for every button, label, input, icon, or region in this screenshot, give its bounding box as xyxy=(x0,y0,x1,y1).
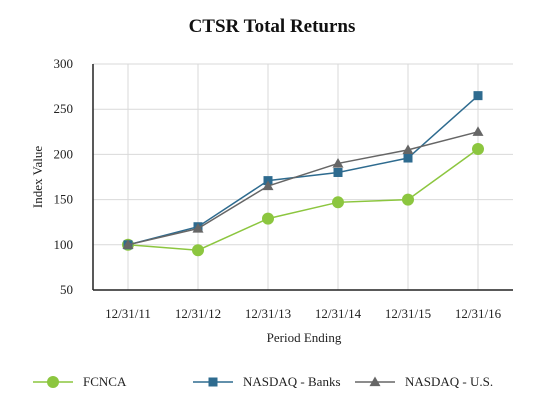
y-tick-label: 250 xyxy=(54,101,74,116)
legend-label: NASDAQ - Banks xyxy=(243,374,341,389)
series-line xyxy=(127,148,479,251)
y-tick-label: 150 xyxy=(54,192,74,207)
legend-marker xyxy=(369,376,381,387)
data-point xyxy=(333,167,343,177)
legend: FCNCA NASDAQ - Banks NASDAQ - U.S. xyxy=(33,374,493,389)
legend-item: FCNCA xyxy=(33,374,127,389)
series-line xyxy=(127,131,479,246)
x-tick-label: 12/31/16 xyxy=(455,306,502,321)
x-tick-label: 12/31/13 xyxy=(245,306,291,321)
data-point xyxy=(403,153,413,163)
series-line xyxy=(127,95,479,246)
legend-marker xyxy=(208,377,218,387)
series xyxy=(122,91,484,257)
data-point xyxy=(192,244,204,257)
data-point xyxy=(472,142,484,155)
x-tick-label: 12/31/12 xyxy=(175,306,221,321)
x-axis-label: Period Ending xyxy=(267,330,342,345)
x-tick-label: 12/31/15 xyxy=(385,306,431,321)
y-tick-label: 200 xyxy=(54,146,74,161)
data-point xyxy=(122,239,134,249)
series-nasdaq-u-s- xyxy=(122,126,484,249)
legend-item: NASDAQ - Banks xyxy=(193,374,341,389)
chart-title: CTSR Total Returns xyxy=(189,16,356,37)
data-point xyxy=(332,196,344,209)
data-point xyxy=(332,157,344,168)
data-point xyxy=(402,144,414,155)
data-point xyxy=(402,193,414,206)
y-tick-label: 100 xyxy=(54,237,74,252)
data-point xyxy=(472,126,484,136)
data-point xyxy=(192,223,204,233)
data-point xyxy=(262,212,274,225)
legend-label: FCNCA xyxy=(83,374,127,389)
x-tick-label: 12/31/14 xyxy=(315,306,362,321)
data-point xyxy=(262,180,274,191)
data-point xyxy=(473,91,483,101)
grid xyxy=(93,63,513,291)
y-axis-label: Index Value xyxy=(30,146,45,208)
y-tick-label: 50 xyxy=(60,282,73,297)
series-nasdaq-banks xyxy=(123,91,483,250)
x-tick-label: 12/31/11 xyxy=(105,306,151,321)
axes: 50 100 150 200 250 300 12/31/11 12/31/12 12/31/1… xyxy=(54,56,513,321)
legend-label: NASDAQ - U.S. xyxy=(405,374,493,389)
legend-item: NASDAQ - U.S. xyxy=(355,374,493,389)
y-tick-label: 300 xyxy=(54,56,74,71)
legend-marker xyxy=(47,376,59,388)
